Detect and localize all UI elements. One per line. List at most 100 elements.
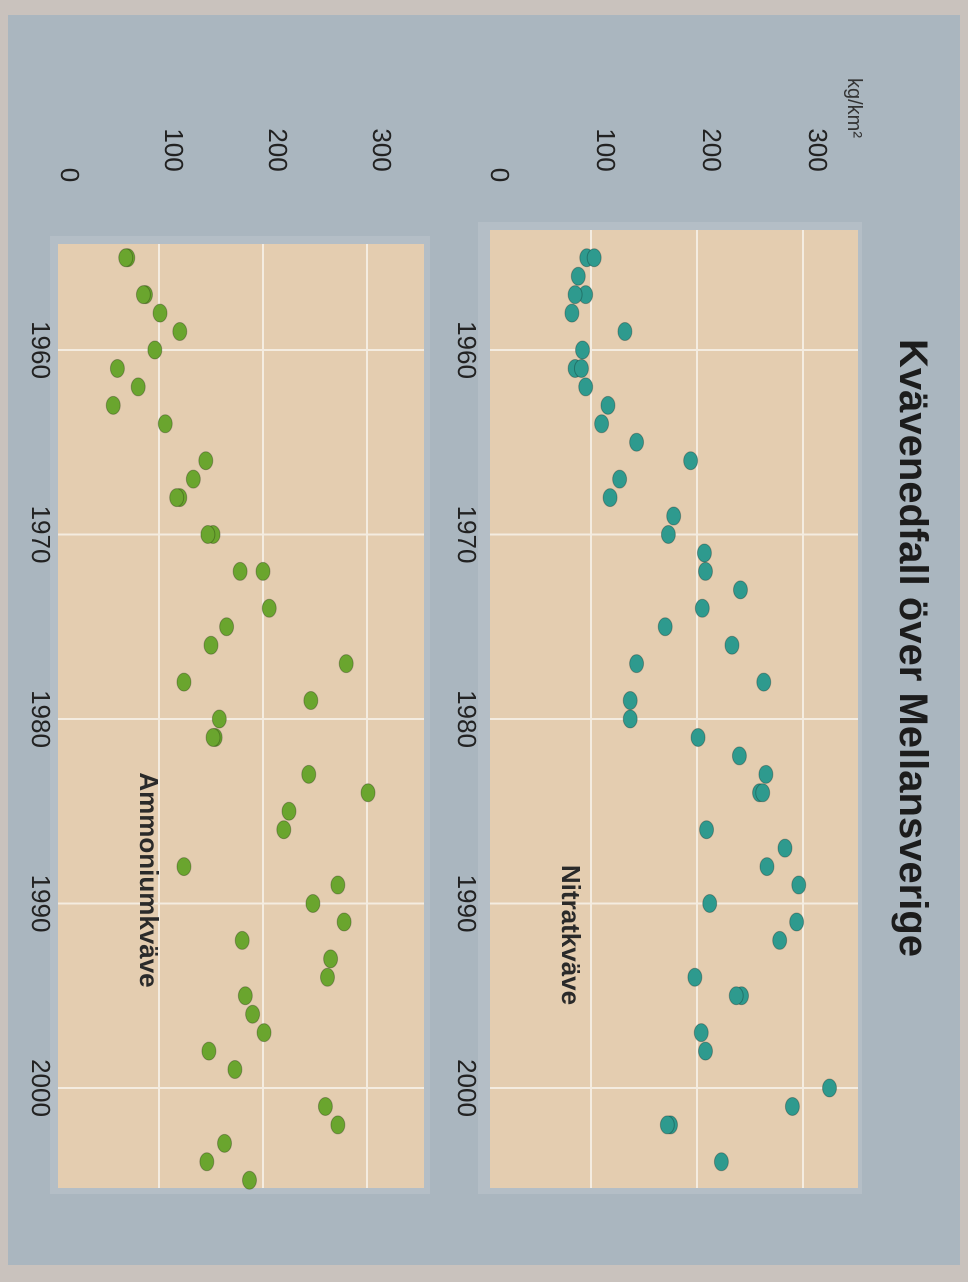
nitrat-point: [573, 358, 589, 378]
ammonium-year-tick-2000: 2000: [26, 1059, 56, 1117]
nitrat-point: [600, 395, 616, 415]
nitrat-point: [657, 617, 673, 637]
nitrat-point: [777, 838, 793, 858]
nitrat-point: [564, 303, 580, 323]
nitrat-point: [586, 248, 602, 268]
nitrat-point: [666, 506, 682, 526]
ammonium-point: [303, 691, 319, 711]
ammonium-point: [176, 857, 192, 877]
nitrat-panel: 0 100 200 300 1960 1970 1980 1990 2000 Nitratkväv…: [452, 128, 858, 1188]
ammonium-year-tick-1960: 1960: [26, 321, 56, 379]
ammonium-point: [256, 1023, 272, 1043]
ammonium-point: [245, 1004, 261, 1024]
ammonium-point: [281, 801, 297, 821]
ammonium-value-tick-200: 200: [263, 128, 293, 171]
nitrat-point: [755, 783, 771, 803]
ammonium-point: [237, 986, 253, 1006]
ammonium-value-tick-100: 100: [159, 128, 189, 171]
nitrat-point: [622, 691, 638, 711]
ammonium-point: [157, 414, 173, 434]
ammonium-value-tick-300: 300: [367, 128, 397, 171]
nitrat-point: [732, 580, 748, 600]
ammonium-year-tick-1980: 1980: [26, 690, 56, 748]
ammonium-point: [255, 561, 271, 581]
ammonium-year-tick-1970: 1970: [26, 506, 56, 564]
nitrat-point: [724, 635, 740, 655]
chart-title: Kvävenedfall över Mellansverige: [891, 339, 935, 957]
nitrat-point: [784, 1096, 800, 1116]
ammonium-point: [323, 949, 339, 969]
nitrat-point: [660, 525, 676, 544]
nitrat-point: [693, 1023, 709, 1043]
nitrat-year-tick-1970: 1970: [452, 506, 482, 564]
nitrat-point: [659, 1115, 675, 1135]
nitrat-point: [683, 451, 699, 471]
nitrat-point: [791, 875, 807, 895]
ammonium-point: [234, 930, 250, 950]
ammonium-point: [105, 395, 121, 415]
ammonium-series-label: Ammoniumkväve: [134, 772, 164, 987]
nitrat-value-tick-300: 300: [803, 128, 833, 171]
ammonium-point: [199, 1152, 215, 1172]
nitrat-year-tick-1990: 1990: [452, 875, 482, 933]
nitrat-point: [575, 340, 591, 360]
panels: 0 100 200 300 1960 1970 1980 1990 2000 Nitratkväv…: [26, 128, 858, 1190]
nitrat-point: [731, 746, 747, 766]
ammonium-point: [336, 912, 352, 932]
nitrat-point: [702, 894, 718, 913]
nitrat-value-tick-200: 200: [697, 128, 727, 171]
ammonium-point: [169, 488, 185, 508]
nitrat-point: [758, 764, 774, 784]
ammonium-point: [147, 340, 163, 360]
nitrat-plot-area: [490, 230, 858, 1188]
nitrat-point: [713, 1152, 729, 1172]
nitrat-point: [578, 377, 594, 397]
nitrat-point: [594, 414, 610, 434]
nitrat-point: [728, 986, 744, 1006]
ammonium-point: [198, 451, 214, 471]
ammonium-point: [201, 1041, 217, 1061]
nitrat-value-tick-100: 100: [591, 128, 621, 171]
ammonium-point: [338, 654, 354, 674]
nitrat-point: [629, 654, 645, 674]
nitrat-point: [789, 912, 805, 932]
ammonium-point: [200, 525, 216, 544]
ammonium-point: [205, 727, 221, 747]
ammonium-point: [203, 635, 219, 655]
nitrat-value-tick-0: 0: [485, 168, 515, 182]
nitrat-point: [756, 672, 772, 692]
nitrat-point: [697, 561, 713, 581]
nitrat-point: [694, 598, 710, 618]
ammonium-point: [118, 248, 134, 268]
ammonium-year-tick-1990: 1990: [26, 875, 56, 933]
ammonium-point: [232, 561, 248, 581]
nitrat-point: [690, 727, 706, 747]
nitrat-point: [570, 266, 586, 286]
ammonium-point: [219, 617, 235, 637]
ammonium-point: [319, 967, 335, 987]
ammonium-point: [330, 875, 346, 895]
ammonium-plot-area: [58, 244, 424, 1188]
ammonium-point: [109, 358, 125, 378]
nitrat-point: [699, 820, 715, 840]
nitrat-point: [759, 857, 775, 877]
ammonium-point: [217, 1133, 233, 1153]
ammonium-point: [305, 894, 321, 913]
nitrat-year-tick-1980: 1980: [452, 690, 482, 748]
nitrat-point: [617, 322, 633, 342]
nitrat-point: [696, 543, 712, 563]
nitrat-point: [822, 1078, 837, 1098]
ammonium-point: [301, 764, 317, 784]
nitrat-year-tick-1960: 1960: [452, 321, 482, 379]
nitrat-point: [612, 469, 628, 489]
nitrat-point: [697, 1041, 713, 1061]
ammonium-point: [276, 820, 292, 840]
nitrat-point: [622, 709, 638, 729]
nitrat-series-label: Nitratkväve: [556, 865, 586, 1005]
ammonium-point: [135, 285, 151, 305]
nitrat-point: [567, 285, 583, 305]
nitrat-point: [687, 967, 703, 987]
ammonium-point: [172, 322, 188, 342]
nitrat-point: [629, 432, 645, 452]
